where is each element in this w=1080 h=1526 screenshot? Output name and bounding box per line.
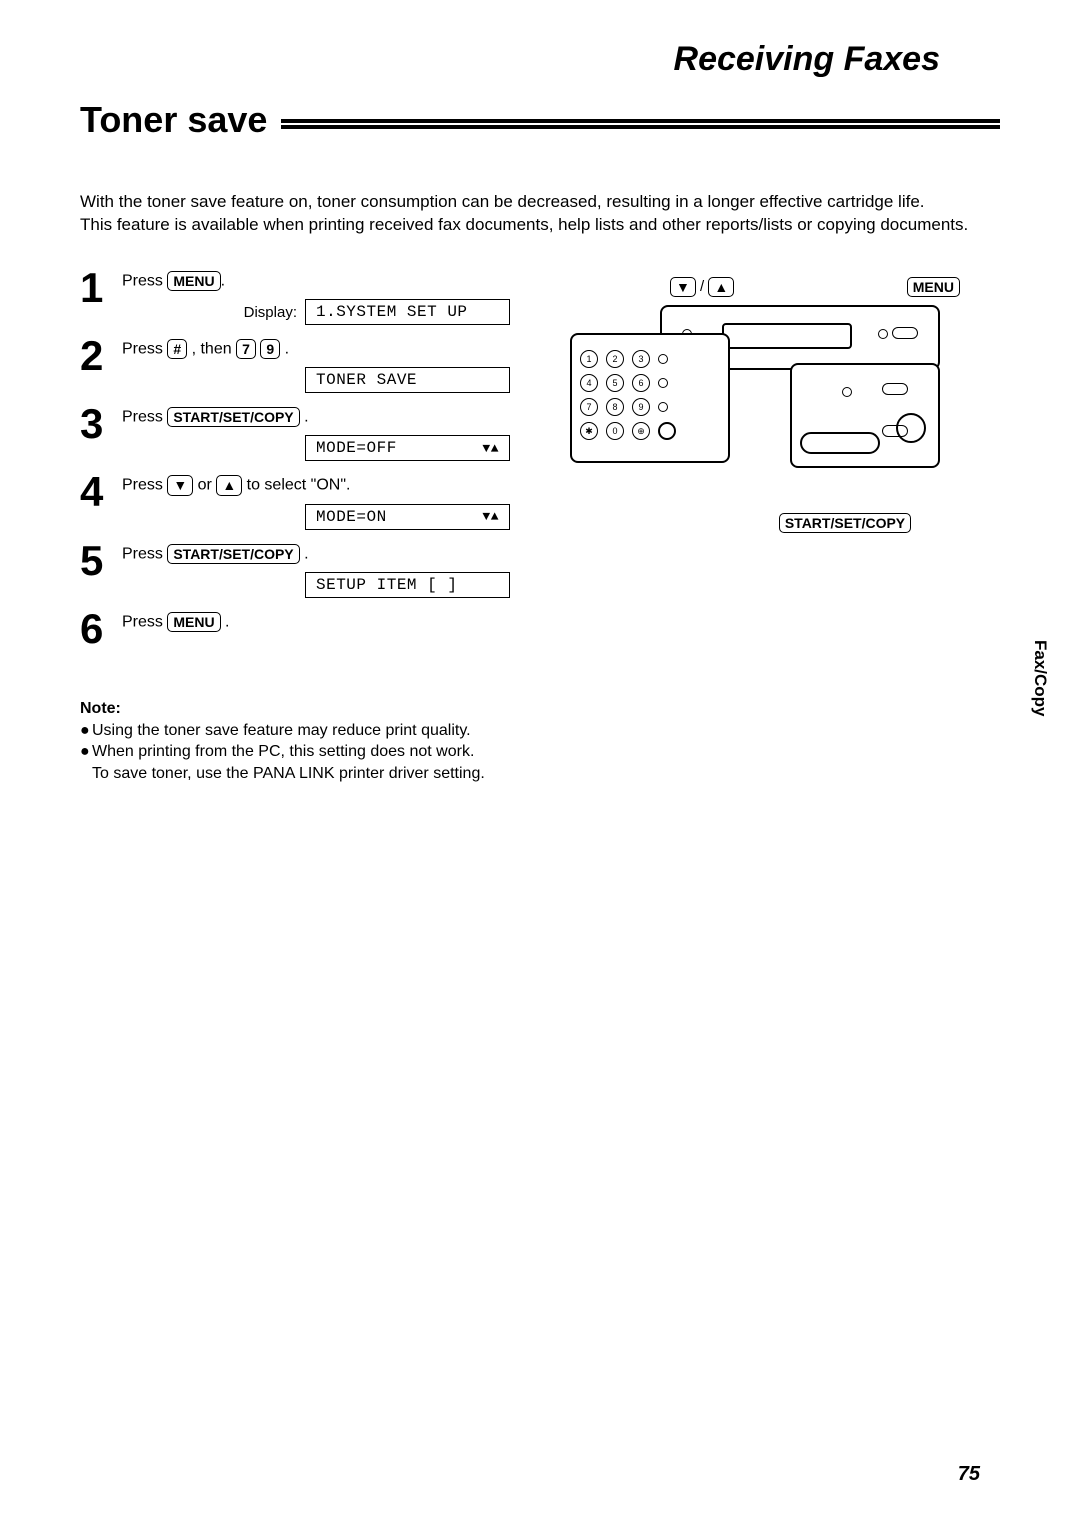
step-5: 5 Press START/SET/COPY . SETUP ITEM [ ] — [80, 540, 510, 598]
step-4: 4 Press ▼ or ▲ to select "ON". MODE=ON ▼… — [80, 471, 510, 529]
hash-key: # — [167, 339, 187, 359]
step-3: 3 Press START/SET/COPY . MODE=OFF ▼▲ — [80, 403, 510, 461]
down-key: ▼ — [167, 475, 193, 495]
up-key: ▲ — [216, 475, 242, 495]
punct: . — [304, 409, 308, 426]
device-keypad: 123 456 789 ✱0⊕ — [570, 333, 730, 463]
menu-key-callout: MENU — [907, 277, 960, 297]
step-text: Press — [122, 340, 167, 357]
display-label: Display: — [244, 304, 297, 321]
lcd-display: TONER SAVE — [305, 367, 510, 393]
step-number: 1 — [80, 267, 116, 309]
intro-p2: This feature is available when printing … — [80, 214, 1000, 237]
note-item: To save toner, use the PANA LINK printer… — [92, 765, 485, 782]
chapter-title: Receiving Faxes — [80, 40, 1000, 79]
note-item: Using the toner save feature may reduce … — [92, 722, 471, 739]
device-button — [892, 327, 918, 339]
lcd-display: SETUP ITEM [ ] — [305, 572, 510, 598]
step-text: Press — [122, 613, 167, 630]
display-text: 1.SYSTEM SET UP — [316, 303, 468, 321]
device-led — [842, 387, 852, 397]
arrow-indicator: ▼▲ — [482, 441, 499, 456]
lcd-display: MODE=ON ▼▲ — [305, 504, 510, 530]
menu-key: MENU — [167, 271, 220, 291]
device-screen — [722, 323, 852, 349]
lcd-display: MODE=OFF ▼▲ — [305, 435, 510, 461]
nine-key: 9 — [260, 339, 280, 359]
page-number: 75 — [958, 1463, 980, 1486]
step-1: 1 Press MENU. Display: 1.SYSTEM SET UP — [80, 267, 510, 325]
step-number: 5 — [80, 540, 116, 582]
device-illustration: ▼ / ▲ MENU 123 456 789 — [570, 277, 1000, 533]
step-text: or — [198, 477, 217, 494]
down-key-callout: ▼ — [670, 277, 696, 297]
device-start-button — [800, 432, 880, 454]
step-text: Press — [122, 272, 167, 289]
device-led — [878, 329, 888, 339]
step-number: 6 — [80, 608, 116, 650]
step-text: Press — [122, 477, 167, 494]
note-item: When printing from the PC, this setting … — [92, 743, 474, 760]
device-dial — [896, 413, 926, 443]
punct: . — [225, 613, 229, 630]
note-heading: Note: — [80, 700, 1000, 718]
step-number: 2 — [80, 335, 116, 377]
step-text: , then — [192, 340, 236, 357]
step-6: 6 Press MENU . — [80, 608, 510, 650]
display-text: SETUP ITEM [ ] — [316, 576, 457, 594]
side-tab-label: Fax/Copy — [1030, 640, 1050, 717]
display-text: MODE=ON — [316, 508, 387, 526]
up-key-callout: ▲ — [708, 277, 734, 297]
section-title-row: Toner save — [80, 99, 1000, 141]
device-button — [882, 383, 908, 395]
step-2: 2 Press # , then 7 9 . TONER SAVE — [80, 335, 510, 393]
lcd-display: 1.SYSTEM SET UP — [305, 299, 510, 325]
punct: . — [221, 272, 225, 289]
display-text: MODE=OFF — [316, 439, 397, 457]
note-list: ●Using the toner save feature may reduce… — [80, 720, 1000, 785]
menu-key: MENU — [167, 612, 220, 632]
step-text: Press — [122, 545, 167, 562]
startsetcopy-key-callout: START/SET/COPY — [779, 513, 911, 533]
startsetcopy-key: START/SET/COPY — [167, 544, 299, 564]
intro-text: With the toner save feature on, toner co… — [80, 191, 1000, 237]
section-title: Toner save — [80, 99, 267, 141]
step-number: 3 — [80, 403, 116, 445]
seven-key: 7 — [236, 339, 256, 359]
step-text: Press — [122, 409, 167, 426]
intro-p1: With the toner save feature on, toner co… — [80, 191, 1000, 214]
punct: . — [304, 545, 308, 562]
arrow-indicator: ▼▲ — [482, 509, 499, 524]
punct: . — [285, 340, 289, 357]
step-text: to select "ON". — [247, 477, 351, 494]
device-right-panel — [790, 363, 940, 468]
step-number: 4 — [80, 471, 116, 513]
display-text: TONER SAVE — [316, 371, 417, 389]
title-rule — [281, 119, 1000, 129]
startsetcopy-key: START/SET/COPY — [167, 407, 299, 427]
